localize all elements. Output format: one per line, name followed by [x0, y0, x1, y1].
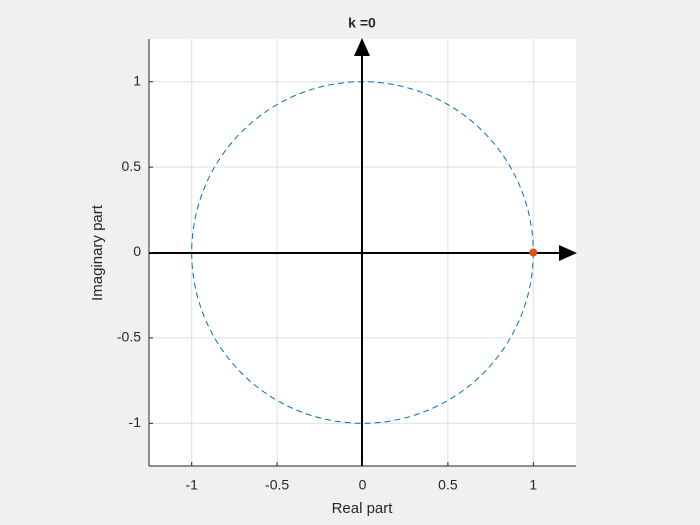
y-tick-label: 0 [133, 243, 141, 259]
y-tick-label: 0.5 [122, 158, 142, 174]
y-axis-label: Imaginary part [89, 204, 106, 301]
x-tick-label: 0.5 [438, 477, 458, 493]
chart-title: k =0 [348, 15, 376, 31]
y-tick-label: -1 [129, 414, 142, 430]
x-tick-label: -1 [185, 477, 198, 493]
x-axis-label: Real part [332, 500, 394, 517]
x-tick-label: 1 [529, 477, 537, 493]
point [529, 248, 538, 257]
arrow-head [559, 245, 577, 261]
y-tick-label: -0.5 [117, 329, 141, 345]
x-tick-label: 0 [359, 477, 367, 493]
points [529, 248, 538, 257]
y-tick-label: 1 [133, 72, 141, 88]
x-tick-label: -0.5 [265, 477, 289, 493]
arrow-head [354, 38, 370, 56]
